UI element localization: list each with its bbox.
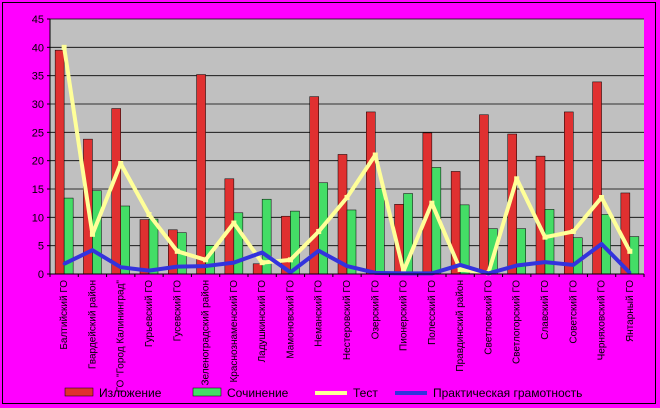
y-tick-label: 10 [32,212,44,224]
bar-izlozhenie [479,114,489,275]
point-practical-literacy [62,262,66,266]
x-tick-label: Краснознаменский ГО [229,280,240,383]
legend-swatch [64,387,94,397]
x-tick-label: Светловский ГО [483,280,494,355]
point-practical-literacy [458,263,462,267]
point-test [89,231,95,237]
y-tick-label: 15 [32,184,44,196]
x-tick-label: Балтийский ГО [59,280,70,350]
legend-label: Тест [353,386,378,400]
point-test [259,260,265,266]
point-test [316,229,322,234]
legend-label: Сочинение [227,386,289,400]
point-practical-literacy [515,264,519,267]
point-practical-literacy [600,242,604,246]
chart-frame: 0 5 10 15 20 25 30 35 40 45 Балтийский ГО Гвардейс… [2,2,656,404]
bar-sochinenie [629,236,640,275]
bar-sochinenie [573,237,583,275]
legend-swatch [192,387,222,397]
x-tick-label: Озерский ГО [370,280,381,340]
x-tick-label: Полесский ГО [427,280,438,345]
legend: Изложение Сочинение Тест Практическая грамо… [64,386,582,400]
bar-izlozhenie [366,111,376,275]
y-tick-label: 45 [32,14,44,26]
x-tick-label: Пионерский ГО [399,280,410,351]
point-practical-literacy [204,264,208,268]
point-practical-literacy [175,265,179,269]
point-practical-literacy [147,269,151,273]
point-practical-literacy [90,248,94,252]
x-tick-label: Зеленоградский район [201,280,212,385]
x-tick-label: Нестеровский ГО [342,280,353,360]
point-test [570,229,576,234]
bar-sochinenie [375,188,385,275]
x-tick-label: Неманский ГО [314,280,325,347]
x-tick-label: Правдинский район [455,280,466,372]
y-tick-label: 35 [32,71,44,83]
x-tick-label: Советский ГО [568,280,579,344]
point-test [344,195,350,200]
point-practical-literacy [317,249,321,253]
legend-label: Практическая грамотность [433,386,582,400]
point-test [599,195,605,200]
x-tick-label: Гвардейский район [87,280,98,369]
y-tick-label: 20 [32,156,44,168]
y-tick-label: 25 [32,127,44,139]
point-test [118,161,124,166]
lines [61,44,633,276]
point-test [231,220,237,226]
x-tick-label: ГО "Город Калининград" [116,280,127,393]
bar-sochinenie [120,205,130,275]
point-test [627,248,633,254]
point-practical-literacy [260,250,264,254]
point-test [203,257,209,263]
point-test [61,44,67,50]
point-practical-literacy [571,263,575,267]
bar-izlozhenie [252,263,263,275]
x-tick-label: Ладушкинский ГО [257,280,268,363]
point-test [401,268,407,274]
bar-izlozhenie [111,108,121,275]
point-practical-literacy [232,261,236,265]
x-tick-label: Гусевский ГО [172,280,183,342]
point-practical-literacy [288,270,292,274]
x-tick-label: Славский ГО [540,280,551,340]
point-test [372,152,378,158]
point-test [287,257,293,263]
x-tick-label: Янтарный ГО [625,280,636,342]
x-tick-label: Гурьевский ГО [144,280,155,347]
point-test [174,248,180,254]
point-practical-literacy [345,264,349,268]
point-test [514,176,520,182]
point-test [429,200,435,206]
x-tick-label: Черняховский ГО [597,280,608,361]
x-tick-labels: Балтийский ГО Гвардейский район ГО "Город … [59,280,636,393]
axes [47,18,645,277]
bar-izlozhenie [196,74,206,275]
point-test [146,212,152,217]
point-test [457,266,463,272]
x-tick-label: Светлогорский ГО [512,280,523,364]
y-tick-labels: 0 5 10 15 20 25 30 35 40 45 [32,14,44,281]
y-tick-label: 0 [38,269,44,281]
point-practical-literacy [119,265,123,269]
y-tick-label: 30 [32,99,44,111]
legend-label: Изложение [99,386,162,400]
bar-izlozhenie [139,219,150,275]
bar-izlozhenie [535,155,546,275]
y-tick-label: 40 [32,42,44,54]
chart: 0 5 10 15 20 25 30 35 40 45 Балтийский ГО Гвардейс… [32,14,645,400]
bar-izlozhenie [564,111,574,275]
point-practical-literacy [543,260,547,264]
x-tick-label: Мамоновский ГО [285,280,296,359]
y-tick-label: 5 [38,241,44,253]
bar-izlozhenie [309,96,319,275]
point-test [542,234,548,240]
bar-izlozhenie [54,49,65,275]
bar-izlozhenie [337,154,348,275]
